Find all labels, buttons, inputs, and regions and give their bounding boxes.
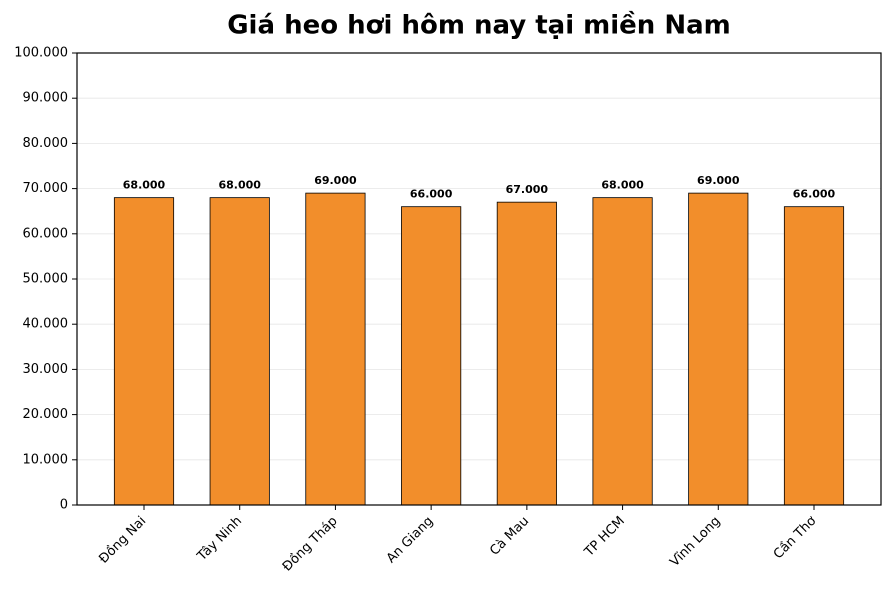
bar bbox=[113, 197, 175, 506]
y-tick-label: 70.000 bbox=[23, 181, 69, 196]
x-tick-label: TP HCM bbox=[581, 514, 628, 561]
bar bbox=[305, 192, 366, 506]
bar bbox=[688, 192, 749, 506]
value-label: 69.000 bbox=[314, 174, 357, 187]
bar bbox=[592, 197, 653, 506]
y-tick-label: 20.000 bbox=[23, 407, 69, 422]
y-tick-label: 0 bbox=[60, 498, 68, 513]
y-tick-label: 10.000 bbox=[23, 452, 69, 467]
value-label: 69.000 bbox=[697, 174, 740, 187]
bar bbox=[783, 206, 845, 506]
bar bbox=[209, 197, 270, 506]
chart-title: Giá heo hơi hôm nay tại miền Nam bbox=[227, 10, 731, 41]
y-tick-label: 100.000 bbox=[14, 46, 68, 61]
value-label: 67.000 bbox=[506, 183, 549, 196]
x-tick-label: Cần Thơ bbox=[771, 514, 820, 563]
value-label: 68.000 bbox=[601, 179, 644, 192]
y-tick-label: 40.000 bbox=[23, 317, 69, 332]
bar bbox=[496, 201, 557, 506]
y-tick-label: 60.000 bbox=[23, 226, 69, 241]
x-tick-label: Cà Mau bbox=[487, 514, 532, 559]
value-label: 68.000 bbox=[218, 179, 261, 192]
x-tick-label: Vĩnh Long bbox=[667, 514, 723, 570]
y-tick-label: 80.000 bbox=[23, 136, 69, 151]
x-tick-label: An Giang bbox=[384, 514, 437, 567]
value-label: 66.000 bbox=[410, 188, 453, 201]
plot-frame bbox=[76, 52, 882, 506]
y-tick-label: 50.000 bbox=[23, 272, 69, 287]
value-label: 68.000 bbox=[123, 179, 166, 192]
x-tick-label: Tây Ninh bbox=[194, 514, 245, 565]
bar bbox=[401, 206, 462, 506]
x-tick-label: Đồng Nai bbox=[96, 514, 149, 567]
value-label: 66.000 bbox=[793, 188, 836, 201]
y-tick-label: 90.000 bbox=[23, 91, 69, 106]
y-tick-label: 30.000 bbox=[23, 362, 69, 377]
x-tick-label: Đồng Tháp bbox=[280, 514, 341, 575]
